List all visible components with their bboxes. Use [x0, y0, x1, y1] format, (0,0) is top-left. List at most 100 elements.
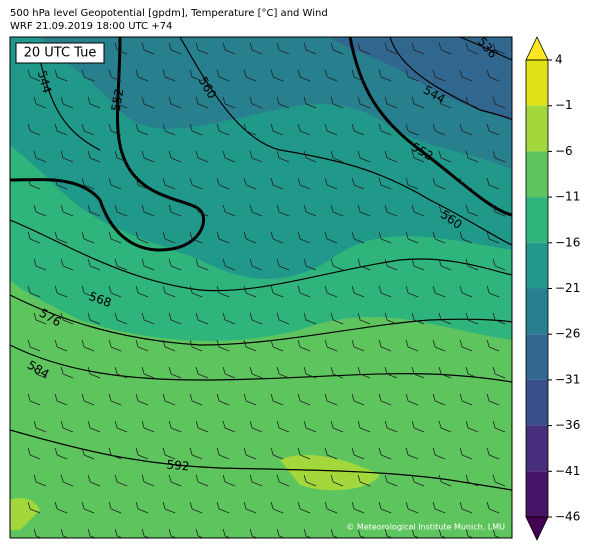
wind-barb [168, 150, 182, 163]
wind-barb [216, 123, 230, 136]
wind-barb [189, 123, 203, 136]
wind-barb [54, 69, 68, 82]
wind-barb [432, 285, 446, 298]
wind-barb [459, 339, 473, 352]
wind-barb [114, 312, 128, 325]
wind-barb [324, 177, 338, 190]
wind-barb [81, 123, 95, 136]
wind-barb [459, 231, 473, 244]
wind-barb [492, 96, 506, 109]
wind-barb [351, 69, 365, 82]
wind-barb [459, 69, 473, 82]
wind-barb [108, 285, 122, 298]
wind-barb [135, 69, 149, 82]
wind-barb [303, 204, 317, 217]
wind-barb [195, 42, 209, 55]
wind-barb [60, 474, 74, 487]
wind-barb [324, 285, 338, 298]
wind-barb [270, 447, 284, 460]
contours [10, 37, 512, 491]
wind-barb [108, 447, 122, 460]
wind-barb [270, 393, 284, 406]
colorbar-tick-label: −41 [555, 464, 580, 478]
wind-barb [486, 231, 500, 244]
wind-barb [114, 42, 128, 55]
wind-barb [438, 366, 452, 379]
wind-barb [195, 528, 205, 538]
wind-barb [270, 69, 284, 82]
wind-barb [60, 258, 74, 271]
time-label: 20 UTC Tue [24, 46, 97, 61]
colorbar-tick-label: −11 [555, 190, 580, 204]
colorbar-tick-label: −21 [555, 281, 580, 295]
wind-barb [514, 70, 526, 81]
wind-barb [357, 42, 371, 55]
wind-barb [324, 501, 338, 514]
wind-barb [108, 231, 122, 244]
wind-barb [276, 474, 290, 487]
wind-barb [276, 528, 286, 538]
wind-barb [405, 285, 419, 298]
wind-barb [276, 312, 290, 325]
wind-barb [222, 420, 236, 433]
wind-barb [384, 312, 398, 325]
wind-barb [459, 285, 473, 298]
wind-barb [60, 204, 74, 217]
wind-barb [432, 69, 446, 82]
wind-barb [87, 528, 97, 538]
wind-barb [465, 312, 479, 325]
wind-barb [486, 339, 500, 352]
wind-barb [297, 123, 311, 136]
wind-barb [189, 231, 203, 244]
wind-barb [378, 393, 392, 406]
wind-barb [357, 312, 371, 325]
wind-barb [162, 393, 176, 406]
wind-barb [297, 177, 311, 190]
wind-barb [270, 177, 284, 190]
wind-barb [357, 204, 371, 217]
wind-barb [33, 420, 47, 433]
wind-barb [141, 204, 155, 217]
wind-barb [324, 393, 338, 406]
wind-barb [303, 42, 317, 55]
wind-barb [222, 258, 236, 271]
wind-barb [141, 474, 155, 487]
wind-barb [114, 528, 124, 538]
wind-barb [384, 42, 398, 55]
wind-barb [222, 474, 236, 487]
wind-barb [27, 69, 41, 82]
wind-barb [465, 366, 479, 379]
wind-barb [297, 231, 311, 244]
wind-barb [432, 339, 446, 352]
wind-barb [135, 501, 149, 514]
wind-barb [357, 150, 371, 163]
wind-barb [378, 177, 392, 190]
wind-barb [168, 528, 178, 538]
wind-barb [486, 123, 500, 136]
wind-barb [108, 177, 122, 190]
wind-barb [330, 42, 344, 55]
wind-barb [324, 69, 338, 82]
wind-barb [465, 204, 479, 217]
colorbar-tick-label: −46 [555, 510, 580, 524]
wind-barb [60, 420, 74, 433]
wind-barb [54, 447, 68, 460]
wind-barb [465, 96, 479, 109]
wind-barb [54, 339, 68, 352]
wind-barb [357, 96, 371, 109]
wind-barb [438, 150, 452, 163]
wind-barb [168, 312, 182, 325]
wind-barb [222, 312, 236, 325]
wind-barb [189, 447, 203, 460]
wind-barb [222, 366, 236, 379]
wind-barb [108, 393, 122, 406]
wind-barb [195, 204, 209, 217]
wind-barb [81, 177, 95, 190]
wind-barb [330, 366, 344, 379]
wind-barb [351, 393, 365, 406]
wind-barb [87, 312, 101, 325]
wind-barb [520, 529, 532, 540]
colorbar-tick-label: −16 [555, 235, 580, 249]
map-frame [9, 36, 513, 539]
